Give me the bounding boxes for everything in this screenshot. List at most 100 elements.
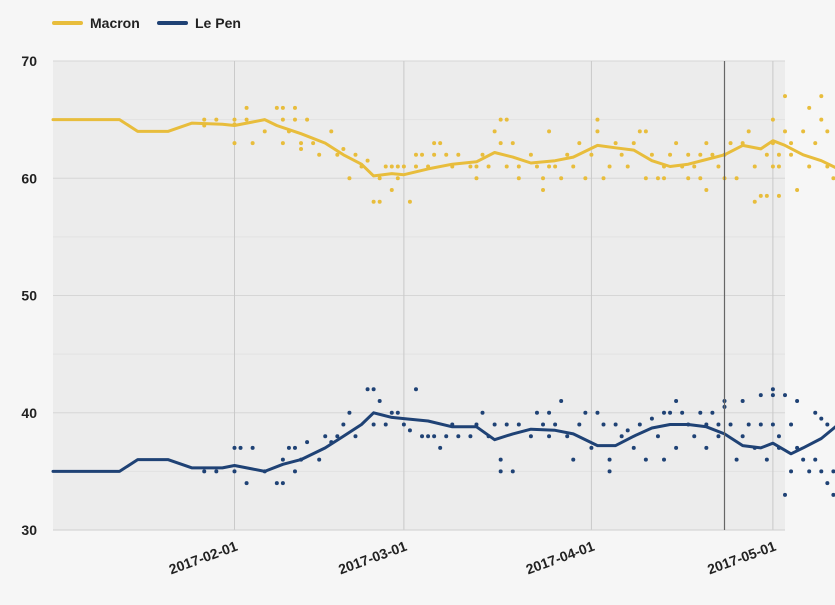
trend-line-le-pen bbox=[51, 411, 835, 473]
poll-point-macron bbox=[432, 152, 437, 157]
poll-point-macron bbox=[783, 94, 787, 99]
poll-point-le-pen bbox=[831, 469, 835, 474]
poll-point-le-pen bbox=[214, 469, 219, 474]
poll-point-le-pen bbox=[547, 434, 552, 439]
poll-point-macron bbox=[704, 141, 709, 146]
poll-point-le-pen bbox=[504, 422, 509, 427]
poll-point-le-pen bbox=[813, 457, 818, 462]
poll-point-le-pen bbox=[674, 399, 679, 404]
poll-point-le-pen bbox=[625, 428, 630, 433]
poll-point-le-pen bbox=[377, 399, 382, 404]
poll-point-le-pen bbox=[280, 481, 285, 486]
poll-point-macron bbox=[565, 152, 570, 157]
poll-point-le-pen bbox=[498, 469, 503, 474]
poll-point-macron bbox=[770, 117, 775, 122]
poll-point-le-pen bbox=[426, 434, 431, 439]
legend: Macron Le Pen bbox=[52, 15, 241, 31]
poll-point-le-pen bbox=[770, 393, 775, 398]
poll-point-le-pen bbox=[655, 434, 660, 439]
poll-point-macron bbox=[559, 176, 564, 181]
poll-point-le-pen bbox=[807, 469, 812, 474]
poll-point-macron bbox=[413, 164, 418, 169]
poll-point-macron bbox=[317, 152, 322, 157]
x-tick-label: 2017-02-01 bbox=[167, 538, 240, 578]
poll-point-le-pen bbox=[341, 422, 346, 427]
poll-point-le-pen bbox=[456, 434, 461, 439]
poll-point-macron bbox=[643, 176, 648, 181]
poll-point-le-pen bbox=[764, 457, 769, 462]
poll-point-le-pen bbox=[649, 416, 654, 421]
poll-point-macron bbox=[541, 187, 546, 192]
poll-point-le-pen bbox=[704, 445, 709, 450]
poll-point-le-pen bbox=[305, 440, 310, 445]
poll-point-macron bbox=[547, 129, 552, 134]
poll-point-macron bbox=[232, 141, 237, 146]
poll-point-macron bbox=[498, 141, 503, 146]
poll-point-le-pen bbox=[607, 469, 612, 474]
poll-point-macron bbox=[553, 164, 558, 169]
poll-point-le-pen bbox=[317, 457, 322, 462]
poll-point-macron bbox=[232, 117, 237, 122]
poll-point-le-pen bbox=[413, 387, 418, 392]
poll-point-macron bbox=[752, 199, 757, 204]
poll-point-le-pen bbox=[643, 457, 648, 462]
poll-point-macron bbox=[504, 164, 509, 169]
poll-point-le-pen bbox=[401, 422, 406, 427]
y-tick-label: 30 bbox=[21, 522, 37, 538]
poll-point-le-pen bbox=[770, 422, 775, 427]
poll-point-macron bbox=[250, 141, 255, 146]
poll-point-le-pen bbox=[716, 434, 721, 439]
poll-point-macron bbox=[244, 105, 249, 110]
poll-point-macron bbox=[643, 129, 648, 134]
poll-point-macron bbox=[389, 164, 394, 169]
poll-point-macron bbox=[686, 152, 691, 157]
poll-point-macron bbox=[474, 176, 479, 181]
poll-point-macron bbox=[480, 152, 485, 157]
poll-point-le-pen bbox=[631, 445, 636, 450]
poll-point-macron bbox=[486, 164, 491, 169]
poll-point-macron bbox=[698, 176, 703, 181]
poll-point-macron bbox=[770, 164, 775, 169]
poll-point-macron bbox=[637, 129, 642, 134]
poll-point-macron bbox=[801, 129, 806, 134]
legend-item-le-pen[interactable]: Le Pen bbox=[157, 15, 241, 31]
poll-point-le-pen bbox=[286, 445, 291, 450]
poll-point-le-pen bbox=[662, 410, 667, 415]
poll-point-macron bbox=[438, 141, 443, 146]
poll-point-macron bbox=[432, 141, 437, 146]
poll-point-le-pen bbox=[498, 457, 503, 462]
poll-point-le-pen bbox=[407, 428, 412, 433]
poll-point-le-pen bbox=[510, 469, 515, 474]
poll-point-le-pen bbox=[758, 393, 763, 398]
trend-lines bbox=[51, 118, 835, 473]
poll-point-macron bbox=[813, 141, 818, 146]
poll-point-macron bbox=[589, 152, 594, 157]
poll-point-macron bbox=[341, 146, 346, 151]
poll-point-macron bbox=[353, 152, 358, 157]
poll-point-le-pen bbox=[825, 481, 830, 486]
poll-point-macron bbox=[528, 152, 533, 157]
poll-point-macron bbox=[202, 117, 207, 122]
poll-point-le-pen bbox=[353, 434, 358, 439]
poll-point-macron bbox=[716, 164, 721, 169]
poll-point-macron bbox=[692, 164, 697, 169]
poll-point-le-pen bbox=[250, 445, 255, 450]
poll-point-macron bbox=[444, 152, 449, 157]
poll-point-macron bbox=[504, 117, 509, 122]
poll-point-macron bbox=[516, 176, 521, 181]
poll-point-le-pen bbox=[710, 410, 715, 415]
poll-point-macron bbox=[776, 152, 781, 157]
poll-point-macron bbox=[655, 176, 660, 181]
poll-point-le-pen bbox=[716, 422, 721, 427]
poll-point-macron bbox=[311, 141, 316, 146]
poll-point-le-pen bbox=[783, 492, 787, 497]
poll-point-le-pen bbox=[323, 434, 328, 439]
poll-point-le-pen bbox=[595, 410, 600, 415]
y-tick-label: 70 bbox=[21, 53, 37, 69]
legend-item-macron[interactable]: Macron bbox=[52, 15, 140, 31]
poll-point-le-pen bbox=[492, 422, 497, 427]
poll-point-macron bbox=[807, 164, 812, 169]
poll-point-le-pen bbox=[776, 434, 781, 439]
poll-point-le-pen bbox=[420, 434, 425, 439]
